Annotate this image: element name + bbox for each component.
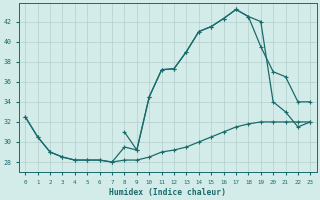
X-axis label: Humidex (Indice chaleur): Humidex (Indice chaleur) [109,188,226,197]
